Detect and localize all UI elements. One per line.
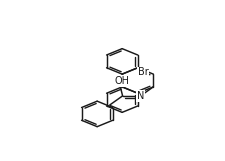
Text: OH: OH [114, 76, 129, 86]
Text: N: N [137, 91, 144, 101]
Text: Br: Br [138, 67, 149, 77]
